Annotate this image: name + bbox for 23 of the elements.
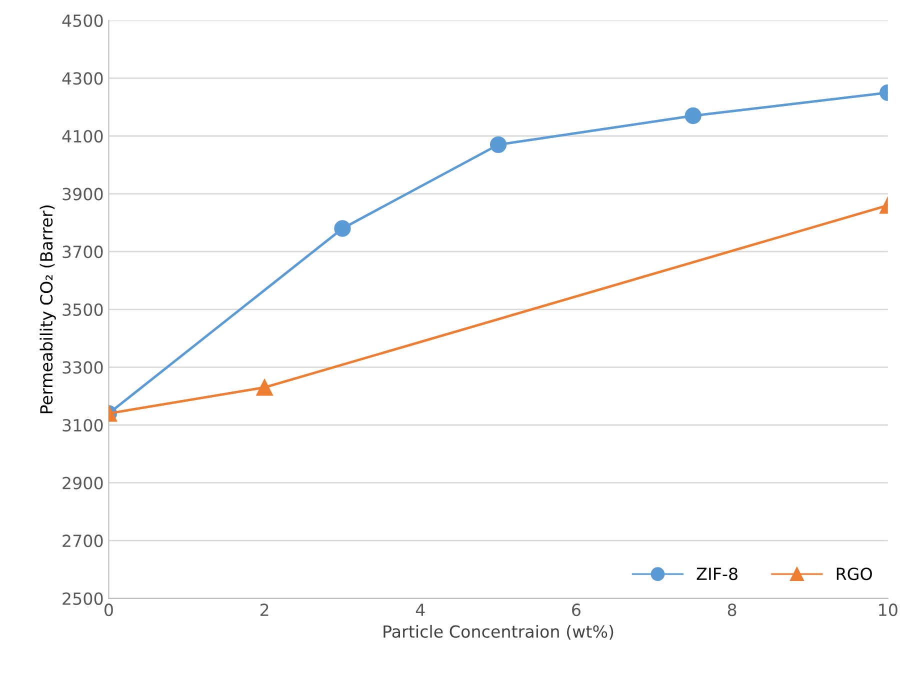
x-axis-title: Particle Concentraion (wt%)	[384, 624, 614, 640]
x-tick-label: 2	[260, 604, 268, 616]
y-tick-label: 2900	[62, 476, 103, 490]
x-tick-label: 6	[572, 604, 580, 616]
y-tick-label: 3300	[62, 361, 103, 374]
legend-label: ZIF-8	[696, 568, 738, 580]
y-tick-label: 4100	[62, 130, 103, 143]
x-tick-label: 10	[879, 604, 898, 616]
point	[490, 136, 507, 154]
y-axis-title: Permeability CO₂ (Barrer)	[40, 206, 56, 414]
y-tick-label: 2500	[62, 592, 103, 605]
x-tick-label: 0	[104, 604, 113, 616]
y-tick-label: 4300	[62, 72, 103, 85]
y-tick-label: 4500	[62, 14, 103, 27]
point	[334, 220, 351, 237]
y-tick-label: 3100	[62, 418, 103, 432]
y-tick-label: 2700	[62, 534, 103, 548]
y-tick-label: 3900	[62, 188, 103, 200]
x-tick-label: 4	[416, 604, 425, 616]
legend-label: RGO	[836, 568, 872, 580]
y-tick-label: 3700	[62, 246, 103, 258]
x-tick-label: 8	[728, 604, 736, 616]
y-tick-label: 3500	[62, 303, 103, 316]
